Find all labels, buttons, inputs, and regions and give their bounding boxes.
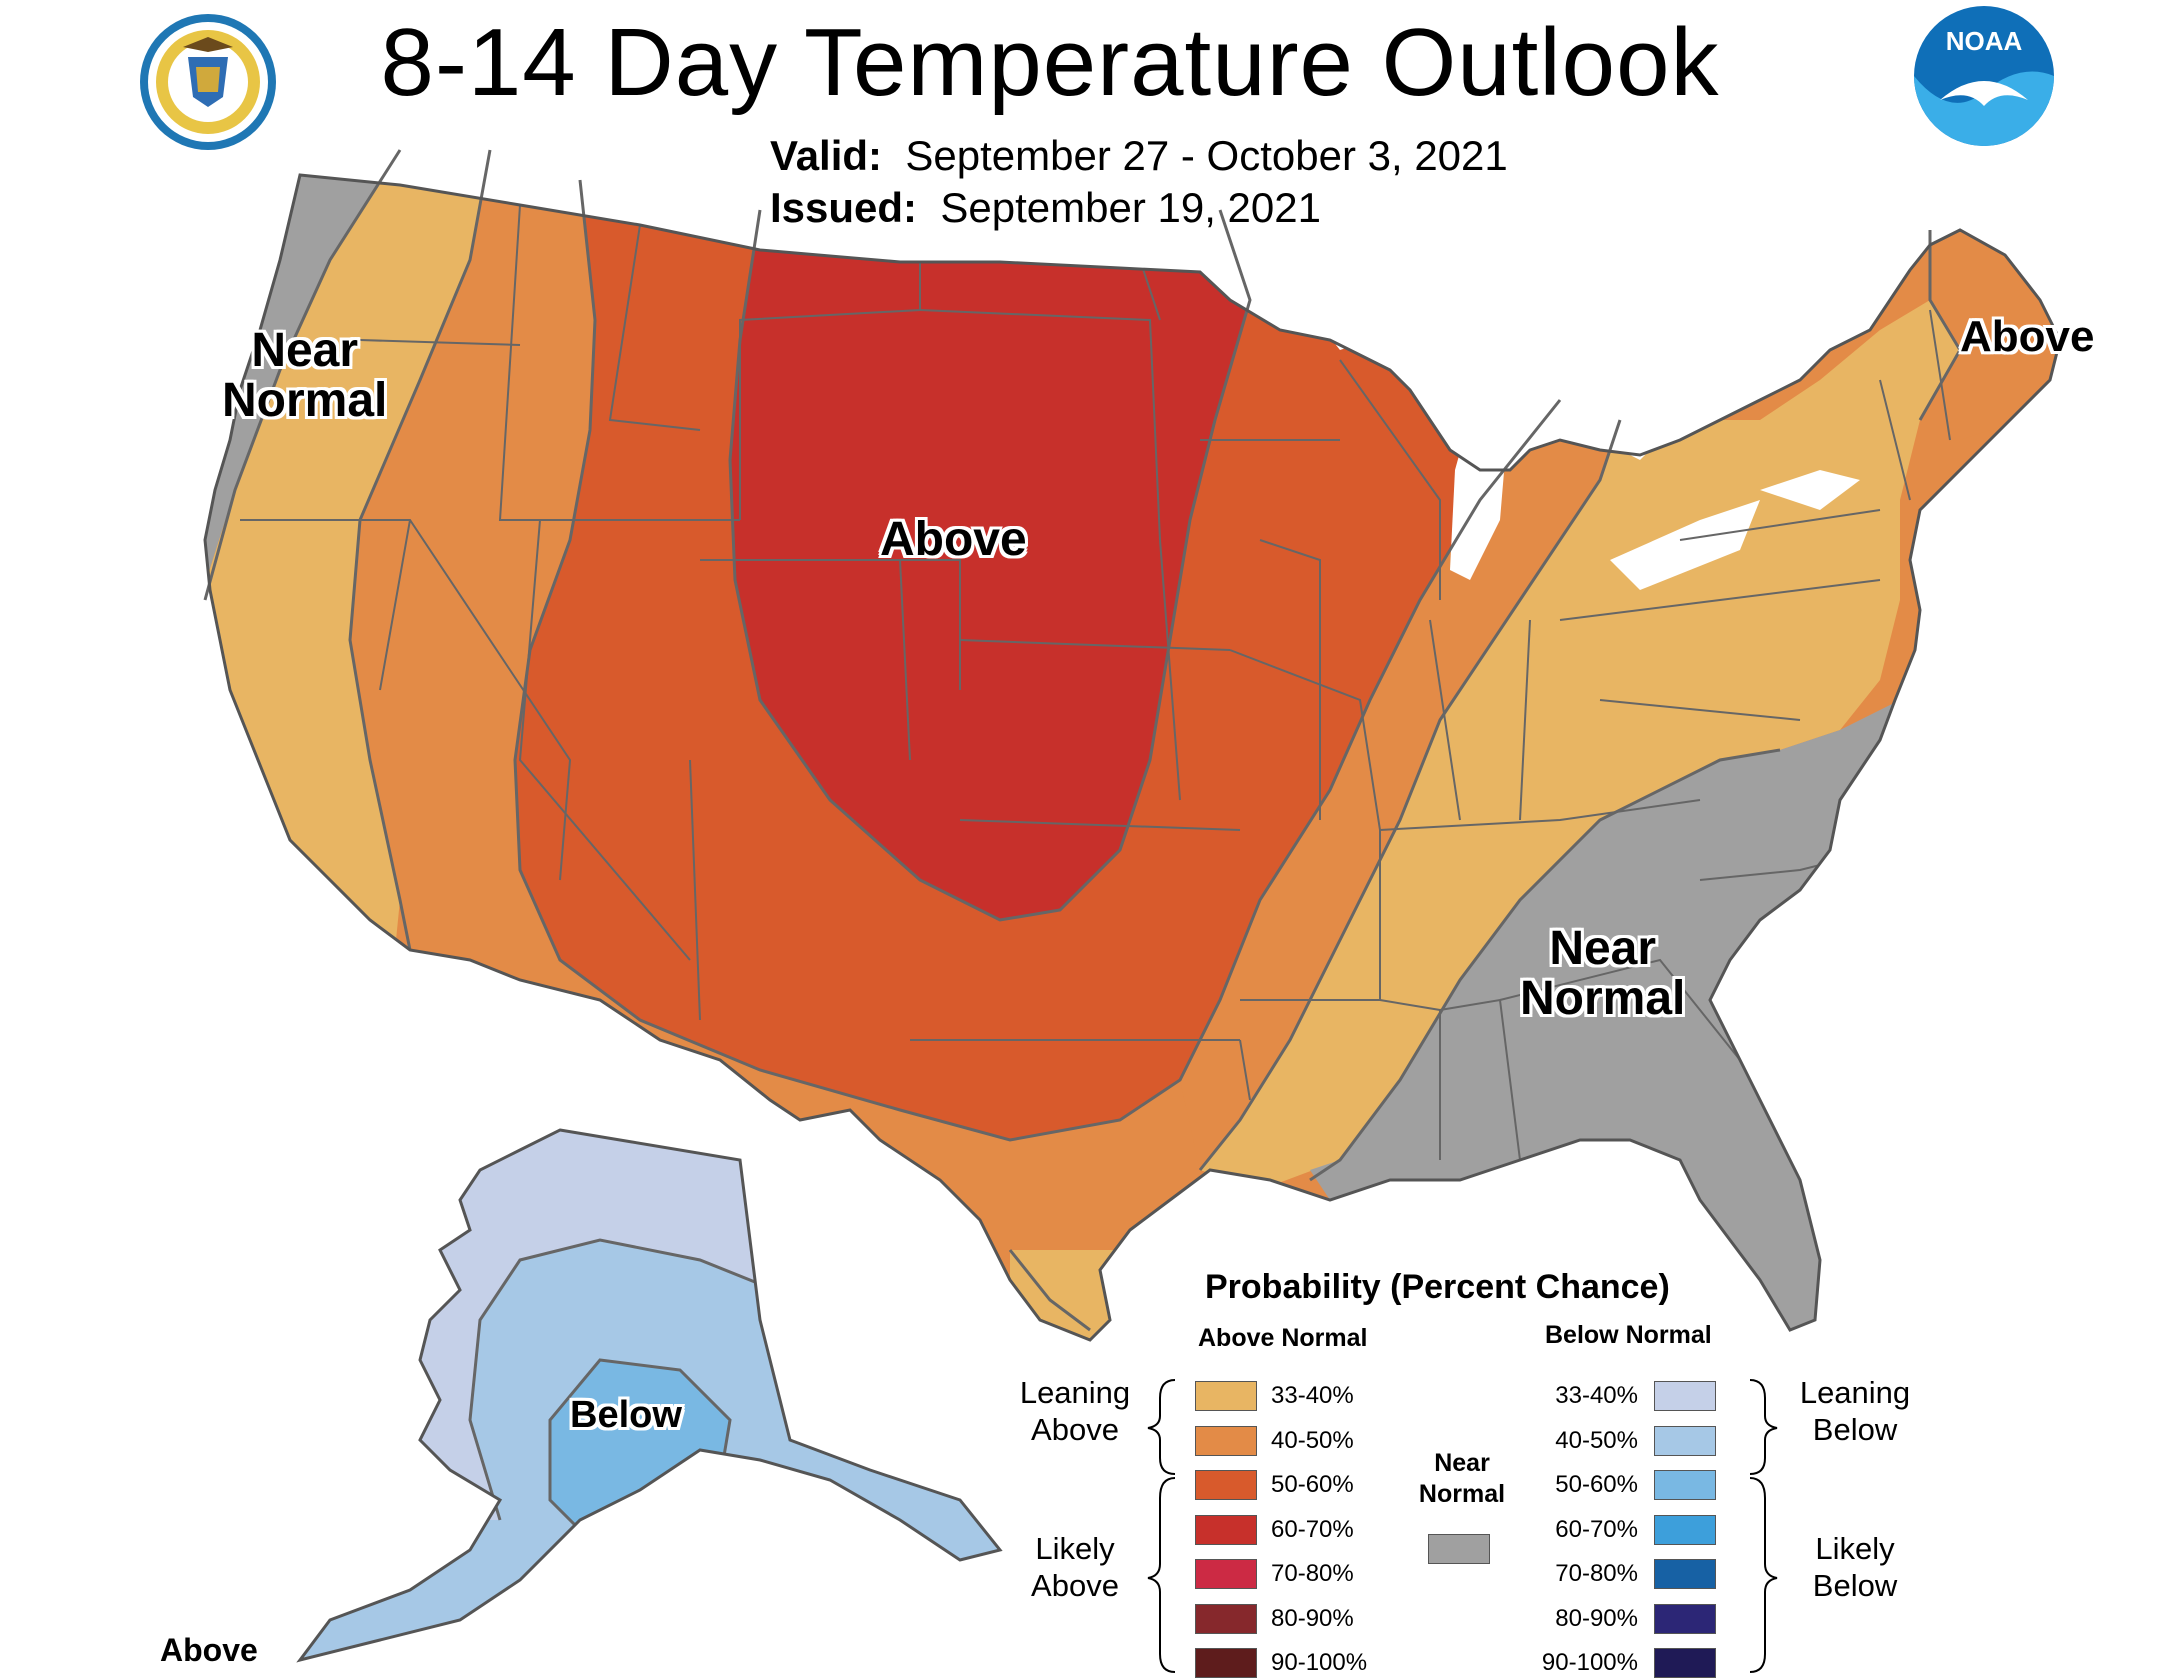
legend-below-label: 70-80% — [1555, 1560, 1638, 1587]
legend-below-header: Below Normal — [1545, 1321, 1712, 1349]
legend-above-swatch — [1195, 1381, 1257, 1411]
legend-below-label: 50-60% — [1555, 1471, 1638, 1498]
legend-below-row: 60-70% — [1528, 1514, 1716, 1546]
legend-brace-above — [1147, 1379, 1176, 1673]
legend-above-swatch — [1195, 1425, 1257, 1456]
region-label-southeast: Near Normal — [1520, 922, 1686, 1026]
legend-below-label: 40-50% — [1555, 1426, 1638, 1454]
legend-below-swatch — [1654, 1559, 1716, 1589]
region-label-aleutians: Above — [160, 1632, 258, 1668]
issued-label: Issued: — [770, 184, 918, 231]
legend-above-label: 33-40% — [1271, 1382, 1354, 1409]
legend-above-label: 80-90% — [1271, 1604, 1354, 1632]
legend-below-swatch — [1654, 1381, 1716, 1411]
legend-below-label: 90-100% — [1541, 1649, 1638, 1676]
probability-contours — [203, 149, 1962, 1332]
page-title: 8-14 Day Temperature Outlook — [380, 9, 1720, 116]
legend-below-label: 60-70% — [1555, 1515, 1638, 1543]
valid-dates: September 27 - October 3, 2021 — [905, 132, 1508, 179]
legend-above-row: 60-70% — [1195, 1514, 1354, 1546]
legend-above-label: 60-70% — [1271, 1515, 1354, 1543]
legend-leaning-below: Leaning Below — [1799, 1375, 1911, 1447]
legend-below-label: 80-90% — [1555, 1604, 1638, 1632]
region-label-northeast: Above — [1960, 312, 2095, 361]
legend-above-header: Above Normal — [1198, 1324, 1368, 1352]
legend-above-row: 90-100% — [1195, 1647, 1367, 1679]
alaska-map — [296, 1128, 1003, 1663]
legend-above-row: 70-80% — [1195, 1558, 1354, 1590]
issued-date: September 19, 2021 — [940, 184, 1321, 231]
legend-near-normal-swatch — [1428, 1534, 1490, 1564]
legend-above-row: 40-50% — [1195, 1425, 1354, 1457]
legend-likely-below: Likely Below — [1812, 1531, 1898, 1603]
legend-above-label: 90-100% — [1271, 1649, 1368, 1676]
legend-below-swatch — [1654, 1425, 1716, 1456]
legend-title: Probability (Percent Chance) — [1205, 1268, 1670, 1306]
noaa-logo-text: NOAA — [1946, 26, 2023, 56]
legend-above-swatch — [1195, 1559, 1257, 1589]
legend-above-swatch — [1195, 1648, 1257, 1678]
noaa-logo-icon: NOAA — [1914, 6, 2054, 146]
legend-below-swatch — [1654, 1648, 1716, 1678]
legend-brace-below — [1749, 1379, 1778, 1673]
valid-label: Valid: — [770, 132, 883, 179]
region-label-west-coast: Near Normal — [222, 324, 388, 428]
legend-above-row: 80-90% — [1195, 1603, 1354, 1635]
legend-leaning-above: Leaning Above — [1019, 1375, 1131, 1447]
legend-below-row: 40-50% — [1528, 1425, 1716, 1457]
legend-above-row: 33-40% — [1195, 1380, 1354, 1412]
commerce-seal-icon — [140, 14, 276, 150]
legend-below-row: 70-80% — [1528, 1558, 1716, 1590]
legend-below-row: 90-100% — [1528, 1647, 1716, 1679]
legend-likely-above: Likely Above — [1031, 1531, 1119, 1603]
legend-above-row: 50-60% — [1195, 1469, 1354, 1501]
legend-below-swatch — [1654, 1514, 1716, 1545]
legend-below-row: 80-90% — [1528, 1603, 1716, 1635]
conus-outline — [203, 173, 2062, 1342]
legend-above-swatch — [1195, 1603, 1257, 1634]
legend-above-label: 70-80% — [1271, 1560, 1354, 1587]
legend-above-swatch — [1195, 1470, 1257, 1500]
legend-above-label: 40-50% — [1271, 1426, 1354, 1454]
legend-above-label: 50-60% — [1271, 1471, 1354, 1498]
legend-near-normal-label: Near Normal — [1418, 1449, 1506, 1508]
legend-below-row: 50-60% — [1528, 1469, 1716, 1501]
region-label-central: Above — [880, 513, 1027, 566]
legend-below-swatch — [1654, 1603, 1716, 1634]
legend-above-swatch — [1195, 1514, 1257, 1545]
legend-below-row: 33-40% — [1528, 1380, 1716, 1412]
region-label-alaska: Below — [570, 1394, 682, 1436]
legend-below-swatch — [1654, 1470, 1716, 1500]
date-info: Valid: September 27 - October 3, 2021 Is… — [770, 130, 1508, 234]
legend-below-label: 33-40% — [1555, 1382, 1638, 1409]
state-boundaries — [240, 204, 1951, 1161]
